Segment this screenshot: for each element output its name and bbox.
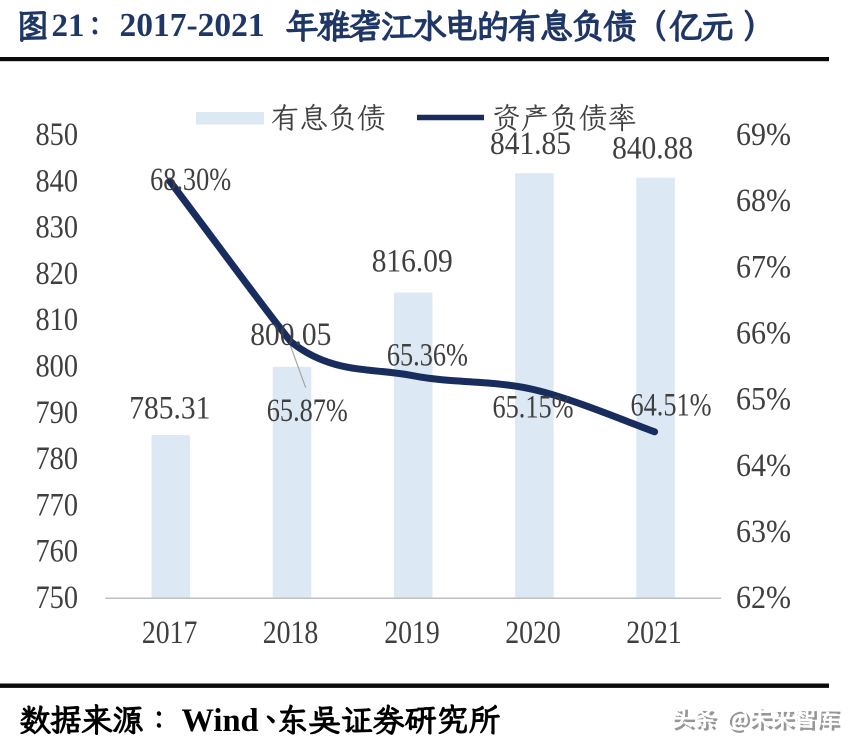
svg-text:840: 840 [36,163,79,199]
svg-text:21: 21 [52,8,85,44]
svg-text:750: 750 [36,580,79,616]
svg-text:785.31: 785.31 [129,391,210,427]
svg-text:2019: 2019 [384,615,440,651]
svg-text:840.88: 840.88 [612,131,693,167]
svg-text:780: 780 [36,441,79,477]
svg-text:64%: 64% [736,448,791,484]
svg-text:816.09: 816.09 [372,244,453,280]
svg-text:67%: 67% [736,249,791,285]
svg-text:68.30%: 68.30% [150,162,231,198]
svg-text:62%: 62% [736,580,791,616]
svg-text:800: 800 [36,349,79,385]
svg-text:65%: 65% [736,382,791,418]
svg-text:2018: 2018 [263,615,319,651]
svg-text:64.51%: 64.51% [631,388,712,424]
svg-text:68%: 68% [736,183,791,219]
svg-text:2017: 2017 [142,615,198,651]
svg-text:69%: 69% [736,117,791,153]
svg-text:2020: 2020 [505,615,561,651]
svg-text:65.15%: 65.15% [493,390,574,426]
svg-text:65.36%: 65.36% [387,338,468,374]
svg-text:810: 810 [36,302,79,338]
svg-text:790: 790 [36,395,79,431]
svg-text:841.85: 841.85 [490,126,571,162]
svg-text:2017-2021: 2017-2021 [120,7,265,44]
svg-text:850: 850 [36,117,79,153]
svg-text:760: 760 [36,534,79,570]
svg-text:830: 830 [36,210,79,246]
svg-text:770: 770 [36,487,79,523]
svg-text:820: 820 [36,256,79,292]
svg-text:65.87%: 65.87% [267,393,348,429]
svg-text:66%: 66% [736,316,791,352]
svg-text:Wind: Wind [182,703,259,739]
svg-text:2021: 2021 [626,615,682,651]
svg-text:800.05: 800.05 [250,317,331,353]
svg-text:63%: 63% [736,514,791,550]
